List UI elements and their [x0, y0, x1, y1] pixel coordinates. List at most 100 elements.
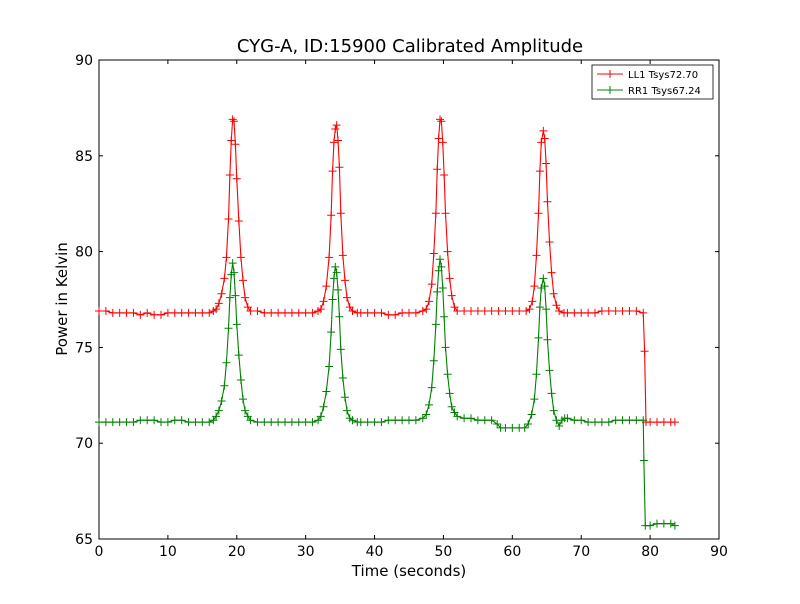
data-point-ll1 — [319, 297, 328, 306]
y-tick-label: 65 — [75, 532, 93, 548]
data-point-ll1 — [542, 159, 551, 168]
data-point-ll1 — [253, 306, 262, 315]
series-rr1 — [95, 255, 679, 530]
data-point-rr1 — [440, 312, 449, 321]
data-point-ll1 — [212, 305, 221, 314]
data-point-rr1 — [340, 393, 349, 402]
data-point-ll1 — [338, 251, 347, 260]
data-point-ll1 — [198, 308, 207, 317]
data-point-ll1 — [528, 297, 537, 306]
data-point-rr1 — [597, 418, 606, 427]
data-point-rr1 — [220, 381, 229, 390]
x-axis-title: Time (seconds) — [351, 562, 467, 580]
data-point-ll1 — [487, 306, 496, 315]
data-point-ll1 — [356, 308, 365, 317]
data-point-ll1 — [217, 289, 226, 298]
data-point-ll1 — [555, 306, 564, 315]
data-point-ll1 — [157, 310, 165, 319]
data-point-rr1 — [438, 284, 447, 293]
data-point-ll1 — [343, 293, 351, 302]
data-point-rr1 — [95, 418, 103, 427]
data-point-rr1 — [534, 333, 543, 342]
x-tick-label: 30 — [297, 544, 315, 560]
data-point-ll1 — [480, 306, 489, 315]
data-point-rr1 — [274, 418, 283, 427]
data-point-rr1 — [436, 255, 444, 264]
data-point-rr1 — [539, 274, 548, 283]
data-point-rr1 — [150, 416, 159, 425]
data-point-rr1 — [547, 389, 556, 398]
data-point-rr1 — [584, 418, 593, 427]
data-point-ll1 — [540, 134, 549, 143]
data-point-ll1 — [433, 165, 442, 174]
series-ll1 — [95, 115, 679, 427]
data-point-ll1 — [532, 251, 541, 260]
data-point-rr1 — [214, 406, 223, 415]
data-point-ll1 — [434, 134, 443, 143]
data-point-rr1 — [129, 418, 138, 427]
data-point-rr1 — [332, 268, 341, 277]
data-point-rr1 — [108, 418, 117, 427]
data-point-rr1 — [115, 418, 124, 427]
data-point-ll1 — [522, 306, 531, 315]
data-point-ll1 — [228, 115, 237, 124]
data-point-rr1 — [418, 414, 427, 423]
data-point-rr1 — [319, 402, 328, 411]
data-point-ll1 — [143, 308, 152, 317]
data-point-ll1 — [322, 282, 331, 291]
data-point-rr1 — [338, 374, 347, 383]
data-point-ll1 — [225, 170, 234, 179]
data-point-rr1 — [391, 416, 400, 425]
data-point-rr1 — [530, 395, 539, 404]
data-point-rr1 — [217, 397, 226, 406]
legend-marker-ll1 — [606, 70, 614, 78]
legend-label-rr1: RR1 Tsys67.24 — [628, 86, 701, 97]
data-point-ll1 — [429, 249, 438, 258]
data-point-rr1 — [429, 356, 438, 365]
data-point-ll1 — [584, 308, 593, 317]
data-point-ll1 — [246, 306, 255, 315]
data-point-rr1 — [563, 414, 572, 423]
data-point-rr1 — [308, 418, 317, 427]
data-point-rr1 — [222, 358, 231, 367]
data-point-ll1 — [234, 216, 243, 225]
data-point-ll1 — [653, 418, 661, 427]
data-point-ll1 — [431, 209, 440, 218]
data-point-ll1 — [177, 308, 186, 317]
data-point-rr1 — [431, 320, 440, 329]
data-point-ll1 — [328, 167, 337, 176]
data-point-rr1 — [549, 406, 558, 415]
data-point-ll1 — [301, 308, 310, 317]
data-point-rr1 — [198, 418, 207, 427]
data-point-rr1 — [666, 519, 675, 528]
y-axis-title: Power in Kelvin — [53, 242, 71, 356]
data-point-rr1 — [670, 521, 679, 530]
data-point-rr1 — [328, 295, 337, 304]
data-point-rr1 — [212, 412, 221, 421]
data-point-ll1 — [267, 308, 276, 317]
data-point-ll1 — [184, 308, 193, 317]
data-point-rr1 — [334, 285, 343, 294]
data-point-rr1 — [639, 456, 648, 465]
data-point-ll1 — [447, 291, 456, 300]
data-point-ll1 — [170, 308, 179, 317]
data-point-rr1 — [267, 418, 276, 427]
y-tick-label: 70 — [75, 436, 93, 452]
data-point-ll1 — [220, 274, 229, 283]
data-point-ll1 — [530, 282, 539, 291]
data-point-rr1 — [281, 418, 289, 427]
data-point-rr1 — [231, 291, 240, 300]
y-tick-label: 75 — [75, 340, 93, 356]
data-point-ll1 — [136, 310, 145, 319]
data-point-ll1 — [534, 209, 543, 218]
data-point-ll1 — [625, 306, 634, 315]
data-point-rr1 — [356, 418, 365, 427]
data-point-rr1 — [246, 416, 255, 425]
data-point-ll1 — [539, 126, 548, 135]
data-point-ll1 — [122, 308, 131, 317]
data-point-ll1 — [335, 163, 344, 172]
data-point-rr1 — [411, 416, 420, 425]
data-point-ll1 — [238, 276, 247, 285]
data-point-ll1 — [398, 308, 407, 317]
data-point-rr1 — [287, 418, 296, 427]
